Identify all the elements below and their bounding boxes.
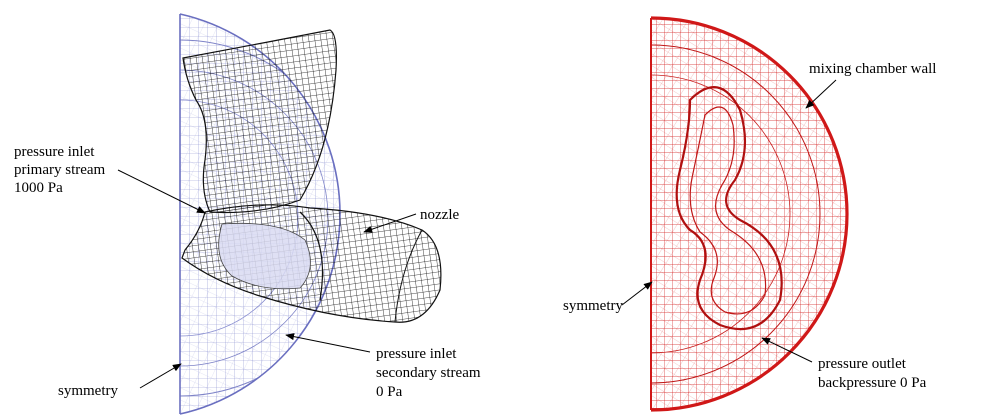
label-pressure-outlet-line2: backpressure 0 Pa: [818, 375, 927, 391]
label-nozzle: nozzle: [420, 207, 459, 223]
label-pressure-inlet-secondary-line3: 0 Pa: [376, 384, 403, 400]
arrow-primary-inlet: [117, 169, 206, 214]
nozzle-mesh: [181, 29, 442, 323]
label-pressure-outlet-line1: pressure outlet: [818, 356, 907, 372]
label-symmetry-right: symmetry: [563, 298, 623, 314]
arrow-nozzle: [363, 213, 417, 233]
label-pressure-inlet-secondary-line1: pressure inlet: [376, 346, 457, 362]
label-pressure-inlet-primary-line3: 1000 Pa: [14, 180, 63, 196]
arrow-symmetry-left: [139, 363, 182, 389]
label-symmetry-left: symmetry: [58, 383, 118, 399]
label-mixing-chamber-wall: mixing chamber wall: [809, 61, 936, 77]
arrow-pressure-outlet: [761, 337, 813, 363]
red-mesh: [651, 18, 847, 410]
mixing-chamber-wall-outline: [650, 16, 849, 412]
left-mesh-view: pressure inlet primary stream 1000 Pa no…: [14, 13, 481, 415]
label-pressure-inlet-primary-line1: pressure inlet: [14, 144, 95, 160]
arrow-secondary-inlet: [285, 333, 371, 353]
label-pressure-inlet-secondary-line2: secondary stream: [376, 365, 481, 381]
label-pressure-inlet-primary-line2: primary stream: [14, 162, 106, 178]
arrow-chamber-wall: [805, 79, 837, 109]
right-mesh-view: mixing chamber wall symmetry pressure ou…: [563, 16, 936, 412]
arrow-symmetry-right: [621, 281, 653, 306]
